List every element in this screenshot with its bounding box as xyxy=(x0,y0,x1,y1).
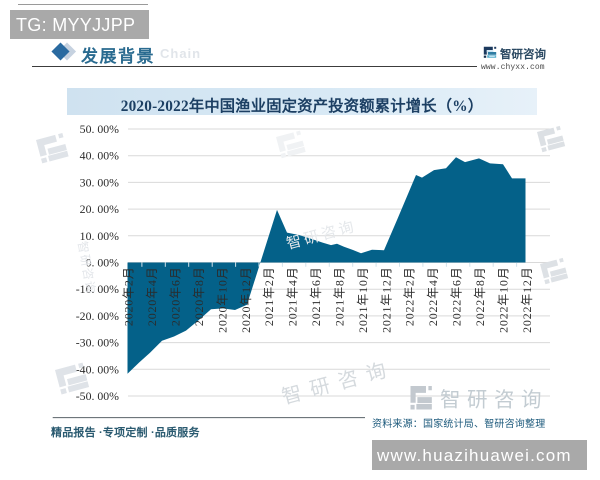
svg-text:2021年10月: 2021年10月 xyxy=(356,267,370,333)
svg-text:2021年4月: 2021年4月 xyxy=(286,267,300,327)
svg-text:2020年4月: 2020年4月 xyxy=(145,267,159,327)
svg-text:20. 00%: 20. 00% xyxy=(80,202,119,216)
svg-text:10. 00%: 10. 00% xyxy=(80,229,119,243)
svg-text:2022年12月: 2022年12月 xyxy=(520,267,534,333)
svg-text:40. 00%: 40. 00% xyxy=(80,149,119,163)
svg-text:2020年8月: 2020年8月 xyxy=(192,267,206,327)
svg-text:2020年12月: 2020年12月 xyxy=(239,267,253,333)
svg-text:2022年4月: 2022年4月 xyxy=(426,267,440,327)
svg-text:0. 00%: 0. 00% xyxy=(86,256,120,270)
svg-text:2021年12月: 2021年12月 xyxy=(379,267,393,333)
svg-text:2021年6月: 2021年6月 xyxy=(309,267,323,327)
svg-text:-30. 00%: -30. 00% xyxy=(76,336,119,350)
svg-text:2020年10月: 2020年10月 xyxy=(215,267,229,333)
svg-text:2020年2月: 2020年2月 xyxy=(122,267,136,327)
svg-text:-40. 00%: -40. 00% xyxy=(76,362,119,376)
svg-text:-10. 00%: -10. 00% xyxy=(76,282,119,296)
svg-text:智研咨询: 智研咨询 xyxy=(279,357,397,409)
svg-text:2021年2月: 2021年2月 xyxy=(262,267,276,327)
svg-text:2021年8月: 2021年8月 xyxy=(333,267,347,327)
svg-text:2022年8月: 2022年8月 xyxy=(473,267,487,327)
svg-text:智研咨询: 智研咨询 xyxy=(440,389,548,412)
svg-text:-50. 00%: -50. 00% xyxy=(76,389,119,403)
svg-text:2020年6月: 2020年6月 xyxy=(169,267,183,327)
svg-text:2022年2月: 2022年2月 xyxy=(403,267,417,327)
svg-text:-20. 00%: -20. 00% xyxy=(76,309,119,323)
svg-text:30. 00%: 30. 00% xyxy=(80,175,119,189)
svg-text:2022年10月: 2022年10月 xyxy=(496,267,510,333)
svg-text:50. 00%: 50. 00% xyxy=(80,122,119,136)
svg-text:2022年6月: 2022年6月 xyxy=(450,267,464,327)
